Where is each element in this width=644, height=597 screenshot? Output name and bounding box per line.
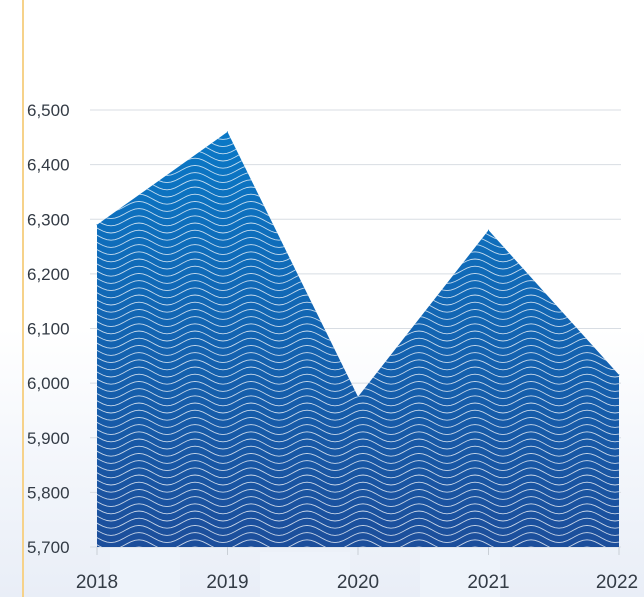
y-tick-label: 6,500 [27, 101, 70, 120]
data-point-2019 [227, 131, 228, 133]
data-point-2021 [488, 229, 489, 231]
data-point-2018 [96, 224, 98, 226]
data-point-2020 [357, 396, 359, 398]
y-tick-label: 6,400 [27, 156, 70, 175]
x-tick-label: 2019 [206, 572, 248, 593]
y-axis: 5,700 5,800 5,900 6,000 6,100 6,200 6,300 6,400… [27, 101, 70, 557]
x-tick-label: 2020 [337, 572, 379, 593]
y-tick-label: 5,700 [27, 538, 70, 557]
y-tick-label: 5,800 [27, 483, 70, 502]
y-tick-label: 6,100 [27, 320, 70, 339]
x-tick-label: 2021 [467, 572, 509, 593]
y-tick-label: 5,900 [27, 429, 70, 448]
y-tick-label: 6,200 [27, 265, 70, 284]
background-building-3 [420, 542, 500, 597]
area-series [96, 131, 620, 547]
background-building-2 [260, 552, 350, 597]
y-tick-label: 6,000 [27, 374, 70, 393]
x-tick-label: 2018 [76, 572, 118, 593]
y-tick-label: 6,300 [27, 210, 70, 229]
x-axis: 2018 2019 2020 2021 2022 [76, 547, 638, 593]
data-point-2022 [618, 374, 620, 376]
x-tick-label: 2022 [596, 572, 638, 593]
left-accent-line [22, 0, 24, 597]
